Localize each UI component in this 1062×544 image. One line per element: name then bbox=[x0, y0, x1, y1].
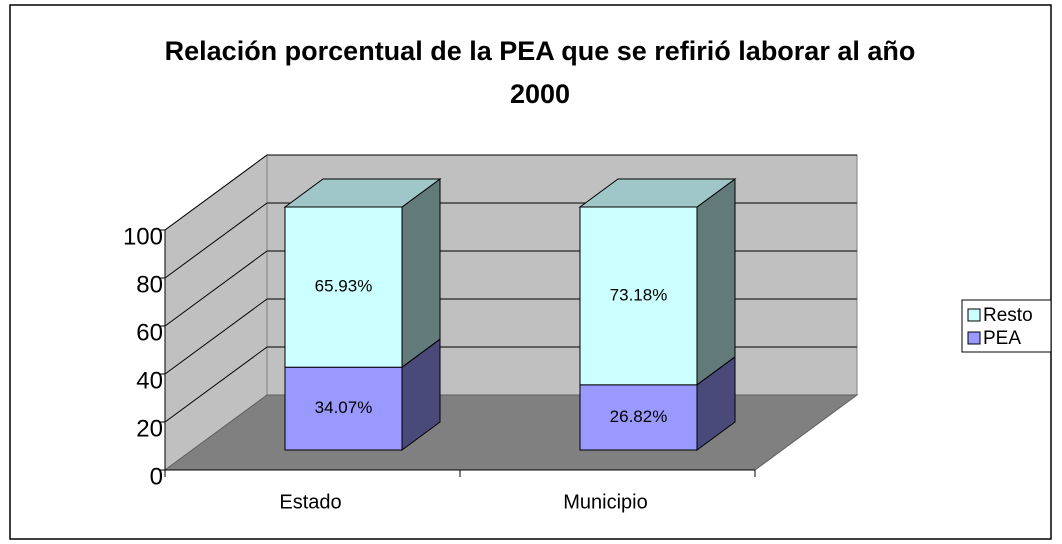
data-label: 73.18% bbox=[610, 285, 668, 304]
data-label: 26.82% bbox=[610, 407, 668, 426]
legend-label: PEA bbox=[983, 328, 1021, 349]
data-label: 65.93% bbox=[315, 277, 373, 296]
bar-front bbox=[284, 366, 403, 451]
data-label: 34.07% bbox=[315, 398, 373, 417]
x-tick-label: Estado bbox=[279, 491, 341, 513]
legend-swatch bbox=[967, 331, 981, 345]
bar bbox=[283, 178, 442, 369]
bar-front bbox=[284, 206, 403, 368]
bar bbox=[284, 338, 441, 451]
bar-front bbox=[579, 384, 698, 451]
y-tick-label: 40 bbox=[136, 367, 163, 394]
grid-line bbox=[164, 154, 268, 231]
grid-line bbox=[164, 202, 268, 279]
bar bbox=[578, 178, 737, 386]
legend-swatch bbox=[967, 308, 981, 322]
y-tick-label: 60 bbox=[136, 319, 163, 346]
grid-line bbox=[164, 250, 268, 327]
chart-title: Relación porcentual de la PEA que se ref… bbox=[164, 36, 916, 109]
bar-front bbox=[579, 206, 698, 386]
floor bbox=[163, 394, 859, 471]
y-tick-label: 100 bbox=[123, 223, 163, 250]
grid-line bbox=[164, 346, 268, 423]
y-tick-label: 20 bbox=[136, 415, 163, 442]
y-tick-label: 0 bbox=[150, 463, 163, 490]
bar bbox=[579, 355, 736, 451]
legend-label: Resto bbox=[983, 305, 1033, 326]
y-tick-label: 80 bbox=[136, 271, 163, 298]
x-tick-label: Municipio bbox=[563, 491, 647, 513]
grid-line bbox=[164, 298, 268, 375]
bar-side bbox=[696, 178, 736, 386]
bar-side bbox=[401, 178, 441, 369]
